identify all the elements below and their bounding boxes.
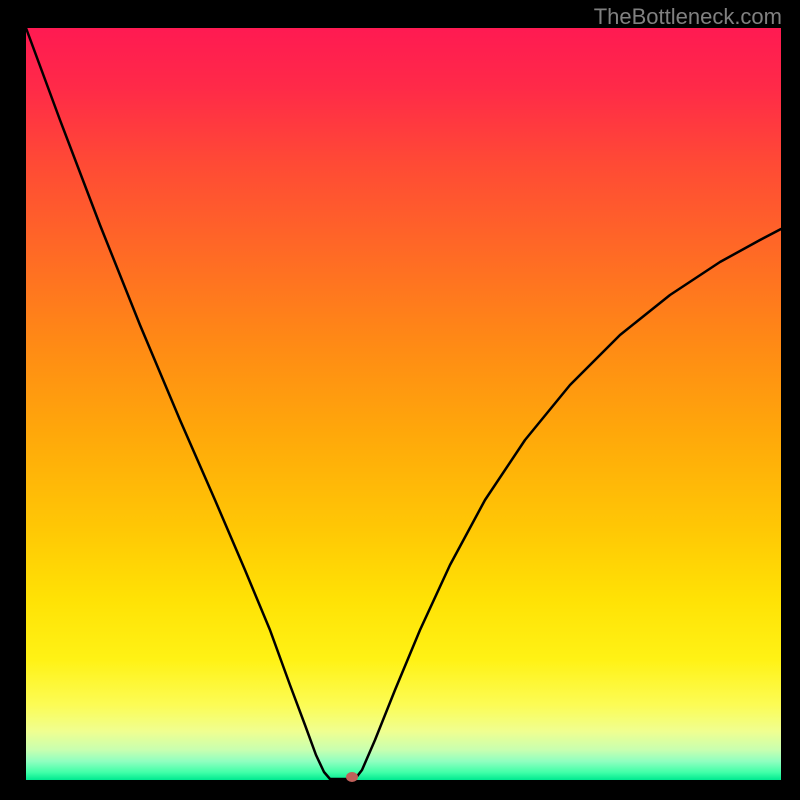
chart-container: TheBottleneck.com (0, 0, 800, 800)
watermark-text: TheBottleneck.com (594, 4, 782, 30)
minimum-marker (346, 772, 358, 782)
curve-overlay (0, 0, 800, 800)
bottleneck-curve (26, 28, 781, 779)
